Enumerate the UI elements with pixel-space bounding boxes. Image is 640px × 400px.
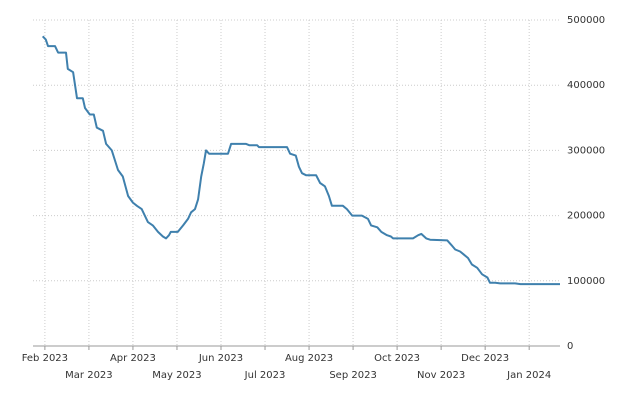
y-tick-label: 200000 (567, 211, 605, 222)
y-tick-label: 500000 (567, 15, 605, 26)
x-tick-label: Sep 2023 (329, 370, 376, 381)
x-tick-label: Nov 2023 (417, 370, 465, 381)
x-tick-label: Jun 2023 (198, 353, 243, 364)
x-tick-label: Mar 2023 (65, 370, 113, 381)
x-tick-label: Aug 2023 (285, 353, 333, 364)
y-tick-label: 100000 (567, 276, 605, 287)
x-tick-label: Feb 2023 (22, 353, 68, 364)
x-tick-label: Jul 2023 (244, 370, 286, 381)
x-tick-label: Jan 2024 (506, 370, 551, 381)
y-tick-label: 400000 (567, 80, 605, 91)
y-tick-label: 0 (567, 341, 573, 352)
x-tick-label: May 2023 (152, 370, 201, 381)
x-tick-label: Dec 2023 (461, 353, 509, 364)
y-tick-label: 300000 (567, 145, 605, 156)
x-tick-label: Oct 2023 (374, 353, 420, 364)
data-line (41, 35, 560, 286)
x-tick-label: Apr 2023 (110, 353, 156, 364)
